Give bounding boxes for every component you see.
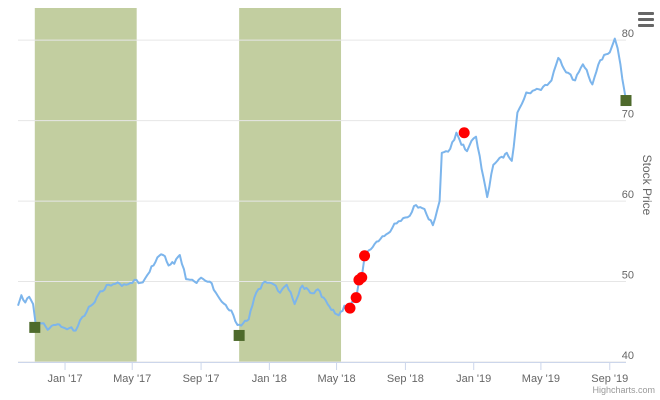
x-tick-label: May '19 [522, 373, 560, 385]
red-circle-marker-1 [344, 302, 356, 314]
red-circle-marker-4 [356, 272, 368, 284]
red-circle-marker-5 [359, 250, 371, 262]
y-axis-title: Stock Price [640, 155, 654, 216]
shaded-periods [34, 8, 342, 362]
y-tick-label: 50 [622, 270, 634, 282]
x-axis-ticks: Jan '17 May '17 Sep '17 Jan '18 May '18 Sep '… [47, 362, 628, 385]
shaded-band-2 [239, 8, 342, 362]
shaded-band-1 [34, 8, 137, 362]
green-square-marker-2 [233, 329, 245, 341]
green-square-marker-1 [29, 321, 41, 333]
series-line-group [17, 37, 627, 332]
red-circle-marker-6 [458, 127, 470, 139]
red-circle-marker-2 [350, 292, 362, 304]
event-markers [29, 95, 632, 341]
x-tick-label: May '17 [113, 373, 151, 385]
x-tick-label: Jan '18 [252, 373, 287, 385]
x-tick-label: May '18 [317, 373, 355, 385]
hamburger-menu-icon[interactable] [636, 10, 656, 28]
y-tick-label: 40 [622, 350, 634, 362]
x-tick-label: Jan '19 [456, 373, 491, 385]
x-tick-label: Sep '17 [183, 373, 220, 385]
x-tick-label: Sep '18 [387, 373, 424, 385]
green-square-marker-3 [620, 95, 632, 107]
y-tick-label: 60 [622, 189, 634, 201]
y-axis-tick-labels: 40 50 60 70 80 [622, 28, 634, 362]
x-tick-label: Sep '19 [591, 373, 628, 385]
series-line-1 [17, 37, 627, 332]
y-tick-label: 70 [622, 109, 634, 121]
x-tick-label: Jan '17 [47, 373, 82, 385]
y-tick-label: 80 [622, 28, 634, 40]
credits-link[interactable]: Highcharts.com [592, 385, 655, 395]
